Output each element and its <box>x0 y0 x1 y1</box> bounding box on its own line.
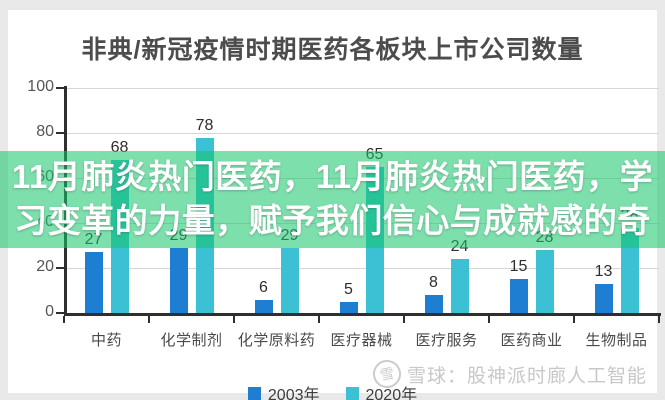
legend-swatch-icon <box>247 386 261 400</box>
x-axis-tick <box>148 316 150 323</box>
gridline-y100 <box>64 88 659 89</box>
snowball-logo-icon: 雪 <box>370 357 404 391</box>
y-axis-label-80: 80 <box>36 123 54 140</box>
legend-item-2003年: 2003年 <box>247 381 320 400</box>
x-axis-tick <box>63 316 65 323</box>
x-axis-line <box>64 313 661 316</box>
x-axis-tick <box>233 316 235 323</box>
bar-2003年-医疗服务 <box>424 295 443 313</box>
bar-value-2003年-医药商业: 15 <box>509 258 528 276</box>
bar-value-2003年-医疗器械: 5 <box>344 280 353 298</box>
bar-value-2003年-医疗服务: 8 <box>429 274 438 291</box>
bar-2020年-化学原料药 <box>280 247 299 313</box>
caption-line-1: 11月肺炎热门医药，11月肺炎热门医药，学 <box>11 158 654 195</box>
caption-overlay-text: 11月肺炎热门医药，11月肺炎热门医药，学 习变革的力量，赋予我们信心与成就感的… <box>0 155 665 243</box>
gridline-y80 <box>64 133 659 134</box>
bar-value-2003年-化学原料药: 6 <box>259 278 268 296</box>
bar-2003年-医药商业 <box>509 279 528 313</box>
legend-swatch-icon <box>345 386 359 400</box>
x-axis-tick <box>318 316 320 323</box>
watermark-text: 雪球：股神派时廊人工智能 <box>406 365 647 387</box>
x-axis-category-化学原料药: 化学原料药 <box>237 332 316 349</box>
x-axis-tick <box>573 316 575 323</box>
x-axis-category-化学制剂: 化学制剂 <box>160 332 223 349</box>
gridline-y20 <box>64 268 659 269</box>
bar-2020年-医药商业 <box>535 250 554 313</box>
chart-title: 非典/新冠疫情时期医药各板块上市公司数量 <box>81 36 584 64</box>
bar-2003年-化学制剂 <box>169 247 188 313</box>
y-axis-tick-100 <box>56 87 64 89</box>
y-axis-label-0: 0 <box>45 303 54 320</box>
watermark: 雪 雪球：股神派时廊人工智能 <box>370 357 647 391</box>
bar-2003年-化学原料药 <box>254 299 273 313</box>
x-axis-tick <box>403 316 405 323</box>
y-axis-tick-80 <box>56 132 64 134</box>
x-axis-category-生物制品: 生物制品 <box>585 332 648 349</box>
x-axis-category-医药商业: 医药商业 <box>500 332 563 349</box>
bar-value-2020年-化学制剂: 78 <box>195 116 214 134</box>
bar-2020年-医疗服务 <box>450 259 469 313</box>
legend-label: 2020年 <box>365 387 418 400</box>
legend-label: 2003年 <box>267 387 320 400</box>
bar-2003年-中药 <box>84 252 103 313</box>
y-axis-label-20: 20 <box>36 258 54 275</box>
x-axis-category-中药: 中药 <box>90 332 122 349</box>
x-axis-category-医疗器械: 医疗器械 <box>330 332 393 349</box>
legend-item-2020年: 2020年 <box>345 381 418 400</box>
bar-2003年-生物制品 <box>594 283 613 313</box>
y-axis-label-100: 100 <box>27 78 54 95</box>
caption-overlay-band: 11月肺炎热门医药，11月肺炎热门医药，学 习变革的力量，赋予我们信心与成就感的… <box>0 151 665 248</box>
bar-value-2003年-生物制品: 13 <box>594 262 613 280</box>
x-axis-tick <box>658 316 660 323</box>
y-axis-tick-20 <box>56 267 64 269</box>
bar-2003年-医疗器械 <box>339 301 358 313</box>
bar-2020年-生物制品 <box>620 227 639 313</box>
x-axis-tick <box>488 316 490 323</box>
caption-line-2: 习变革的力量，赋予我们信心与成就感的奇 <box>14 202 651 239</box>
chart-legend: 2003年 2020年 <box>8 381 657 400</box>
y-axis-tick-0 <box>56 312 64 314</box>
x-axis-category-医疗服务: 医疗服务 <box>415 332 478 349</box>
